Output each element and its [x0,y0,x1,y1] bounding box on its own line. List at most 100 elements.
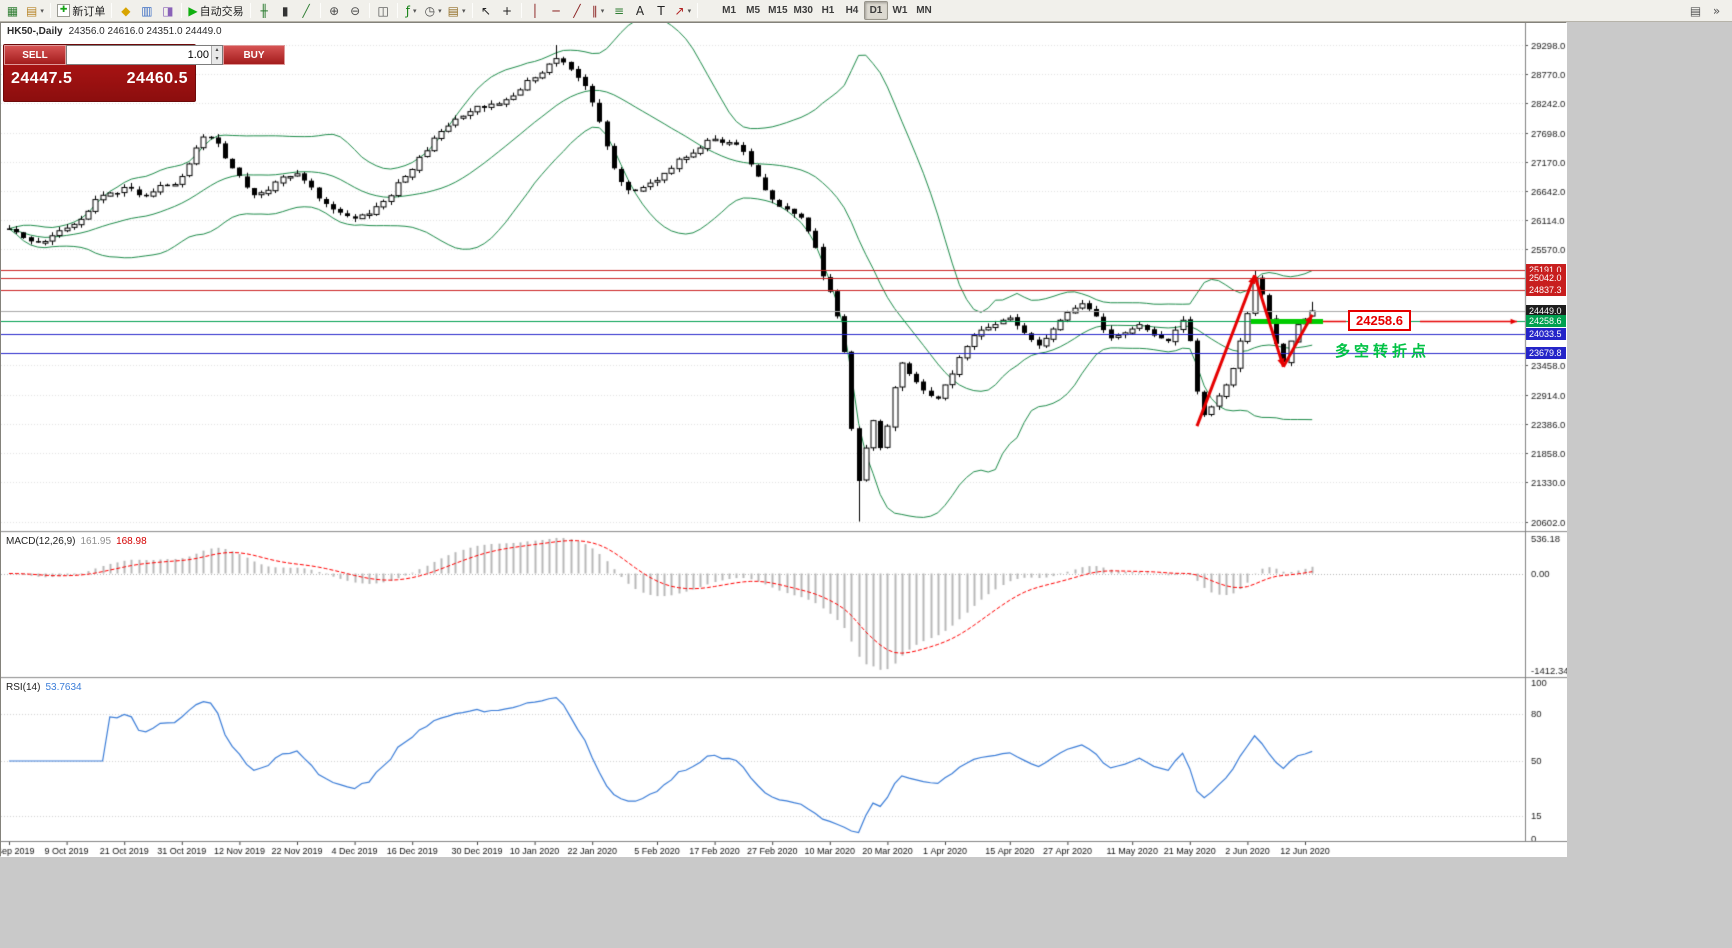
toolbar-separator [471,3,473,18]
toolbar-separator [396,3,398,18]
buy-button[interactable]: BUY [223,45,285,65]
rsi-indicator-label: RSI(14) 53.7634 [6,682,82,693]
timeframe-h1[interactable]: H1 [816,1,840,20]
autotrading-button-label: 自动交易 [199,5,244,18]
crosshair-button[interactable]: + [497,1,518,20]
sell-button[interactable]: SELL [4,45,66,65]
toolbar-separator [368,3,370,18]
timeframe-h4[interactable]: H4 [840,1,864,20]
macd-main-value: 161.95 [80,536,112,547]
rsi-value: 53.7634 [45,682,82,693]
volume-increase-icon[interactable]: ▴ [212,46,222,55]
label-button[interactable]: T [651,1,672,20]
metaeditor-icon: ◆ [121,3,131,18]
profiles-button[interactable]: ▤ ▾ [23,1,47,20]
toolbar-separator [111,3,113,18]
periods-button[interactable]: ◷ ▾ [422,1,445,20]
metaeditor-button[interactable]: ◆ [115,1,136,20]
text-icon: A [635,3,645,18]
toolbar-separator [319,3,321,18]
vertical-line-icon: │ [531,3,539,18]
horizontal-line-icon: ─ [552,3,560,18]
text-button[interactable]: A [630,1,651,20]
new-chart-button[interactable]: ▦ [2,1,23,20]
navigator-icon: ◨ [162,3,174,18]
market-watch-button[interactable]: ▥ [136,1,157,20]
chevron-down-icon: ▾ [461,6,466,15]
templates-button[interactable]: ▤ ▾ [445,1,469,20]
vertical-line-button[interactable]: │ [525,1,546,20]
macd-indicator-label: MACD(12,26,9) 161.95 168.98 [6,536,147,547]
toolbar-overflow-button[interactable]: » [1706,1,1727,20]
toolbar-overflow-icon: » [1712,3,1721,18]
zoom-in-icon: ⊕ [329,3,340,18]
autotrading-icon: ▶ [188,3,198,18]
timeframe-m5-label: M5 [746,5,761,16]
cursor-button[interactable]: ↖ [476,1,497,20]
timeframe-h1-label: H1 [821,5,835,16]
timeframe-mn[interactable]: MN [912,1,936,20]
volume-field: ▴ ▾ [66,45,223,65]
fibonacci-button[interactable]: ≡ [609,1,630,20]
new-chart-icon: ▦ [6,3,19,18]
chevron-down-icon: ▾ [413,6,417,15]
price-tag-24033.5[interactable]: 24033.5 [1526,327,1566,340]
toolbar-separator [181,3,183,18]
macd-name: MACD(12,26,9) [6,536,76,547]
autotrading-button[interactable]: ▶ 自动交易 [185,1,246,20]
indicators-icon: ƒ [405,3,410,18]
timeframe-m15[interactable]: M15 [765,1,790,20]
timeframe-m1[interactable]: M1 [717,1,741,20]
volume-decrease-icon[interactable]: ▾ [212,55,222,64]
timeframe-d1-label: D1 [869,5,883,16]
price-chart[interactable] [1,23,1567,857]
timeframe-m15-label: M15 [768,5,788,16]
price-tag-24449.0[interactable]: 24449.0 [1526,304,1566,317]
shapes-button[interactable]: ↗ ▾ [672,1,695,20]
ohlc-bars-button[interactable]: ╫ [254,1,275,20]
volume-stepper: ▴ ▾ [211,46,222,64]
navigator-button[interactable]: ◨ [157,1,178,20]
zoom-in-button[interactable]: ⊕ [324,1,345,20]
chart-ohlc-header: HK50-,Daily 24356.0 24616.0 24351.0 24449… [7,26,222,37]
crosshair-icon: + [501,3,513,18]
print-icon: ▤ [1689,3,1702,18]
new-order-button-label: 新订单 [72,5,106,18]
timeframe-w1[interactable]: W1 [888,1,912,20]
tile-windows-button[interactable]: ◫ [373,1,394,20]
timeframe-h4-label: H4 [845,5,859,16]
trendline-icon: ╱ [573,3,581,18]
indicators-button[interactable]: ƒ ▾ [401,1,422,20]
volume-input[interactable] [67,46,211,64]
turning-point-text: 多空转折点 [1335,343,1431,361]
price-annotation-label[interactable]: 24258.6 [1348,310,1411,332]
candlestick-button[interactable]: ▮ [275,1,296,20]
top-toolbar: ▦ ▤ ▾ ✚ 新订单 ◆ ▥ ◨ ▶ 自动交易 ╫ ▮ ╱ ⊕ ⊖ ◫ ƒ ▾ ◷ ▾ ▤ ▾ ↖ + │ ─ ╱ ∥ ▾ ≡ A T ↗ ▾ M… [0,0,1732,22]
price-tag-23679.8[interactable]: 23679.8 [1526,347,1566,360]
timeframe-w1-label: W1 [892,5,908,16]
timeframe-mn-label: MN [916,5,932,16]
ohlc-bars-icon: ╫ [260,3,268,18]
line-chart-button[interactable]: ╱ [296,1,317,20]
trendline-button[interactable]: ╱ [567,1,588,20]
print-button[interactable]: ▤ [1685,1,1706,20]
new-order-button[interactable]: ✚ 新订单 [54,1,109,20]
candlestick-icon: ▮ [281,3,289,18]
chevron-down-icon: ▾ [438,6,442,15]
price-tag-24837.3[interactable]: 24837.3 [1526,283,1566,296]
price-tag-24258.6[interactable]: 24258.6 [1526,315,1566,328]
market-watch-icon: ▥ [141,3,153,18]
zoom-out-button[interactable]: ⊖ [345,1,366,20]
timeframe-m5[interactable]: M5 [741,1,765,20]
new-order-icon: ✚ [56,4,71,17]
channel-button[interactable]: ∥ ▾ [588,1,609,20]
profiles-icon: ▤ [26,3,38,18]
chevron-down-icon: ▾ [40,6,44,15]
timeframe-m30[interactable]: M30 [791,1,816,20]
timeframe-d1[interactable]: D1 [863,1,888,20]
price-tag-25042.0[interactable]: 25042.0 [1526,272,1566,285]
horizontal-line-button[interactable]: ─ [546,1,567,20]
line-chart-icon: ╱ [302,3,310,18]
timeframe-m30-label: M30 [793,5,813,16]
